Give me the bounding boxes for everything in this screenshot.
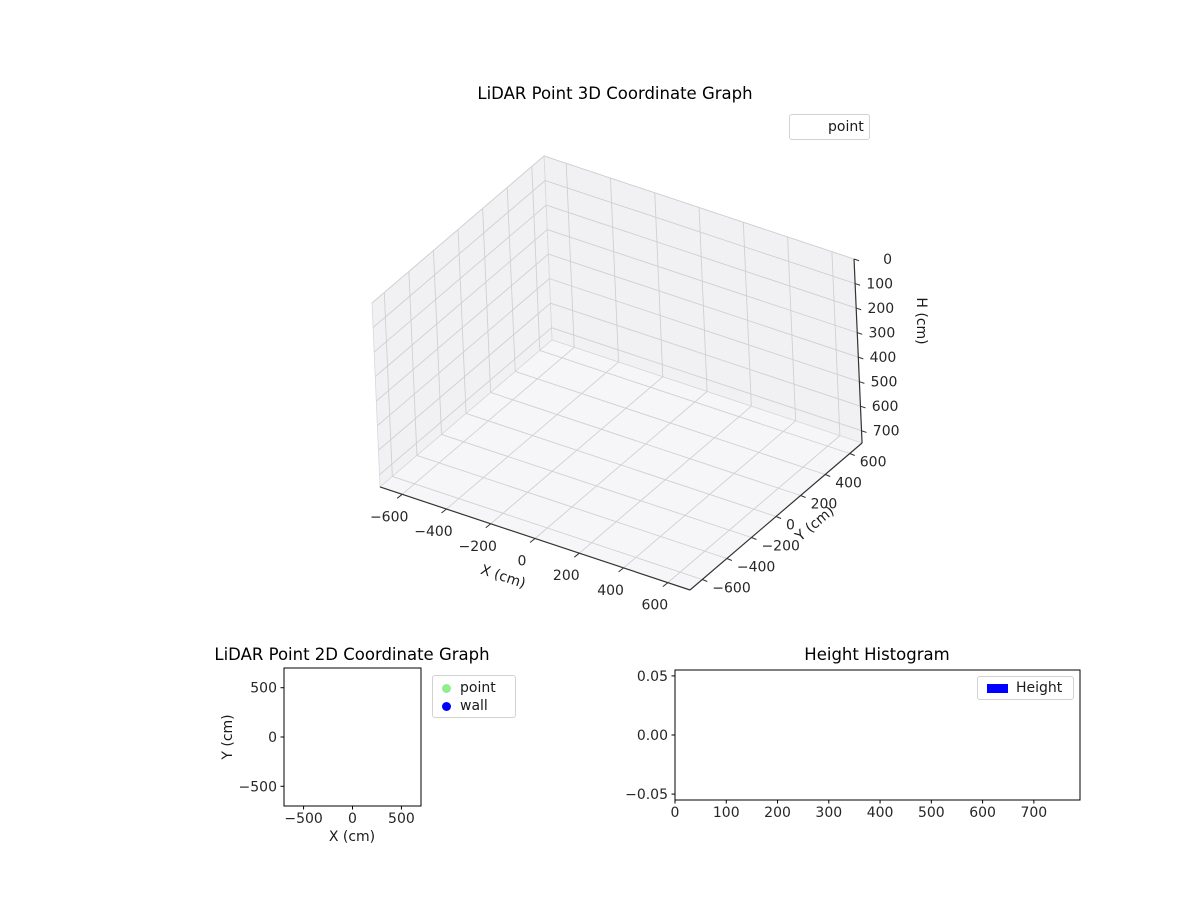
svg-text:0: 0	[518, 553, 527, 569]
svg-text:500: 500	[388, 811, 415, 827]
svg-text:500: 500	[871, 375, 898, 391]
chart-2d-ylabel: Y (cm)	[220, 714, 236, 760]
axes-3d: −600 −400 −200 0 200 400 600 −600 −400 −200 0 200 40…	[370, 155, 900, 614]
svg-text:300: 300	[869, 326, 896, 342]
svg-text:−0.05: −0.05	[625, 787, 668, 803]
chart-3d-zlabel: H (cm)	[913, 297, 929, 345]
chart-2d-xlabel: X (cm)	[328, 829, 376, 845]
legend-label-height: Height	[1016, 680, 1063, 696]
chart-2d-legend: point wall	[432, 675, 516, 718]
wall-dot-icon	[442, 701, 451, 711]
chart-3d-legend: point	[789, 114, 870, 140]
svg-text:0.05: 0.05	[637, 669, 668, 685]
svg-text:−200: −200	[459, 539, 497, 555]
legend-label-point: point	[828, 119, 864, 135]
height-swatch-icon	[987, 683, 1008, 693]
svg-text:100: 100	[866, 277, 893, 293]
svg-text:200: 200	[553, 568, 580, 584]
chart-2d-title: LiDAR Point 2D Coordinate Graph	[214, 645, 490, 664]
svg-text:−600: −600	[712, 581, 750, 597]
svg-text:−500: −500	[239, 779, 277, 795]
svg-text:0: 0	[268, 730, 277, 746]
svg-text:−600: −600	[370, 509, 408, 525]
point-marker-icon	[798, 121, 828, 133]
svg-text:600: 600	[969, 805, 996, 821]
svg-text:400: 400	[597, 583, 624, 599]
svg-text:300: 300	[815, 805, 842, 821]
svg-text:600: 600	[860, 455, 887, 471]
svg-text:−400: −400	[414, 524, 452, 540]
svg-text:0: 0	[883, 252, 892, 268]
legend-label-point-2d: point	[460, 680, 496, 696]
histogram-title: Height Histogram	[804, 645, 950, 664]
svg-text:500: 500	[918, 805, 945, 821]
svg-text:200: 200	[811, 497, 838, 513]
svg-text:100: 100	[713, 805, 740, 821]
svg-text:200: 200	[867, 301, 894, 317]
svg-text:−200: −200	[761, 539, 799, 555]
svg-text:700: 700	[873, 424, 900, 440]
svg-text:400: 400	[870, 350, 897, 366]
svg-text:400: 400	[835, 476, 862, 492]
point-dot-icon	[442, 683, 451, 693]
svg-text:600: 600	[641, 598, 668, 614]
legend-entry-point: point	[433, 679, 515, 697]
chart-3d-title: LiDAR Point 3D Coordinate Graph	[477, 84, 753, 103]
svg-text:0.00: 0.00	[637, 728, 668, 744]
svg-text:0: 0	[786, 518, 795, 534]
svg-text:600: 600	[872, 399, 899, 415]
histogram-legend: Height	[977, 676, 1074, 700]
svg-text:400: 400	[867, 805, 894, 821]
legend-label-wall: wall	[460, 698, 488, 714]
svg-text:700: 700	[1020, 805, 1047, 821]
axes-2d: −500 0 500 −500 0 500	[239, 667, 422, 827]
svg-text:500: 500	[250, 681, 277, 697]
svg-text:0: 0	[671, 805, 680, 821]
svg-text:−400: −400	[737, 560, 775, 576]
svg-text:−500: −500	[284, 811, 322, 827]
legend-entry-wall: wall	[433, 697, 515, 715]
svg-text:200: 200	[764, 805, 791, 821]
svg-text:0: 0	[348, 811, 357, 827]
